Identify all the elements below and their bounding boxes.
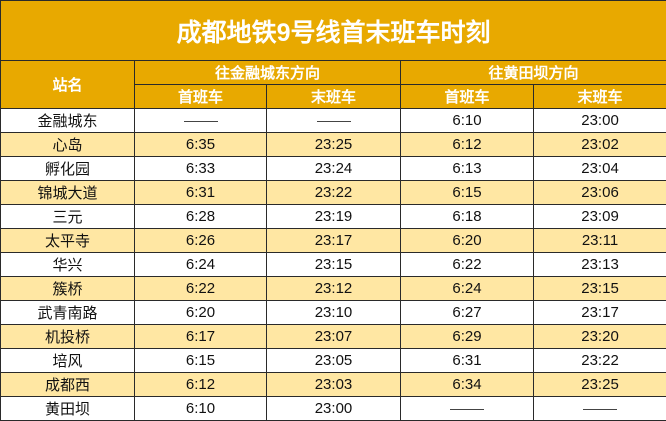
station-name: 太平寺 [0,228,135,253]
table-row: 锦城大道 6:31 23:22 6:15 23:06 [0,180,666,205]
d1-first-header: 首班车 [134,84,267,109]
time-cell-d2-last: 23:11 [532,228,666,253]
time-cell-d1-first: 6:24 [134,252,267,277]
table-row: 太平寺 6:26 23:17 6:20 23:11 [0,228,666,253]
time-cell-d2-last: 23:15 [532,276,666,301]
time-cell-d1-last: 23:25 [266,132,401,157]
table-row: 武青南路 6:20 23:10 6:27 23:17 [0,300,666,325]
time-cell-d1-last: 23:12 [266,276,401,301]
time-cell-d1-last: 23:00 [266,396,401,421]
time-cell-d1-first: 6:17 [134,324,267,349]
table-row: 簇桥 6:22 23:12 6:24 23:15 [0,276,666,301]
station-name: 培风 [0,348,135,373]
time-cell-d2-first: 6:20 [400,228,534,253]
time-cell-d1-first: 6:12 [134,372,267,397]
table-row: 三元 6:28 23:19 6:18 23:09 [0,204,666,229]
time-cell-d1-last: 23:05 [266,348,401,373]
table-row: 成都西 6:12 23:03 6:34 23:25 [0,372,666,397]
no-service-dash [532,396,666,421]
station-name: 锦城大道 [0,180,135,205]
table-row: 华兴 6:24 23:15 6:22 23:13 [0,252,666,277]
time-cell-d1-first: 6:10 [134,396,267,421]
dash-mark [316,120,351,122]
time-cell-d2-last: 23:22 [532,348,666,373]
time-cell-d2-first: 6:22 [400,252,534,277]
time-cell-d2-last: 23:17 [532,300,666,325]
time-cell-d2-first: 6:18 [400,204,534,229]
table-row: 孵化园 6:33 23:24 6:13 23:04 [0,156,666,181]
direction-2-header: 往黄田坝方向 [399,60,666,85]
time-cell-d1-first: 6:26 [134,228,267,253]
d2-last-header: 末班车 [532,84,666,109]
d1-last-header: 末班车 [266,84,401,109]
direction-1-header: 往金融城东方向 [134,60,401,85]
time-cell-d1-last: 23:15 [266,252,401,277]
time-cell-d2-first: 6:15 [400,180,534,205]
time-cell-d2-last: 23:00 [532,108,666,133]
time-cell-d1-last: 23:07 [266,324,401,349]
time-cell-d2-last: 23:09 [532,204,666,229]
time-cell-d1-last: 23:03 [266,372,401,397]
time-cell-d1-first: 6:28 [134,204,267,229]
time-cell-d1-first: 6:20 [134,300,267,325]
station-name: 华兴 [0,252,135,277]
station-name: 成都西 [0,372,135,397]
timetable-body: 金融城东 6:10 23:00 心岛 6:35 23:25 6:12 23:02 孵化园 6:33… [0,108,666,421]
time-cell-d1-last: 23:19 [266,204,401,229]
table-row: 培风 6:15 23:05 6:31 23:22 [0,348,666,373]
time-cell-d2-first: 6:12 [400,132,534,157]
time-cell-d2-first: 6:31 [400,348,534,373]
table-row: 黄田坝 6:10 23:00 [0,396,666,421]
dash-mark [450,408,484,410]
time-cell-d2-first: 6:24 [400,276,534,301]
station-name: 孵化园 [0,156,135,181]
time-cell-d2-first: 6:29 [400,324,534,349]
time-cell-d2-first: 6:10 [400,108,534,133]
time-cell-d2-last: 23:06 [532,180,666,205]
time-cell-d1-last: 23:22 [266,180,401,205]
dash-mark [583,408,618,410]
station-name: 心岛 [0,132,135,157]
d2-first-header: 首班车 [400,84,534,109]
time-cell-d2-last: 23:02 [532,132,666,157]
station-name: 簇桥 [0,276,135,301]
table-row: 金融城东 6:10 23:00 [0,108,666,133]
time-cell-d2-first: 6:34 [400,372,534,397]
station-name: 金融城东 [0,108,135,133]
time-cell-d1-first: 6:31 [134,180,267,205]
time-cell-d2-first: 6:13 [400,156,534,181]
time-cell-d1-last: 23:17 [266,228,401,253]
table-row: 心岛 6:35 23:25 6:12 23:02 [0,132,666,157]
table-row: 机投桥 6:17 23:07 6:29 23:20 [0,324,666,349]
time-cell-d2-last: 23:04 [532,156,666,181]
time-cell-d1-first: 6:15 [134,348,267,373]
time-cell-d1-first: 6:33 [134,156,267,181]
time-cell-d1-last: 23:24 [266,156,401,181]
no-service-dash [134,108,267,133]
station-name: 三元 [0,204,135,229]
time-cell-d1-first: 6:22 [134,276,267,301]
time-cell-d2-last: 23:13 [532,252,666,277]
time-cell-d1-last: 23:10 [266,300,401,325]
page-title: 成都地铁9号线首末班车时刻 [0,0,666,61]
time-cell-d1-first: 6:35 [134,132,267,157]
time-cell-d2-last: 23:20 [532,324,666,349]
no-service-dash [266,108,401,133]
dash-mark [183,120,218,122]
station-name: 武青南路 [0,300,135,325]
no-service-dash [400,396,534,421]
time-cell-d2-last: 23:25 [532,372,666,397]
time-cell-d2-first: 6:27 [400,300,534,325]
station-name: 黄田坝 [0,396,135,421]
station-header: 站名 [0,60,135,109]
station-name: 机投桥 [0,324,135,349]
